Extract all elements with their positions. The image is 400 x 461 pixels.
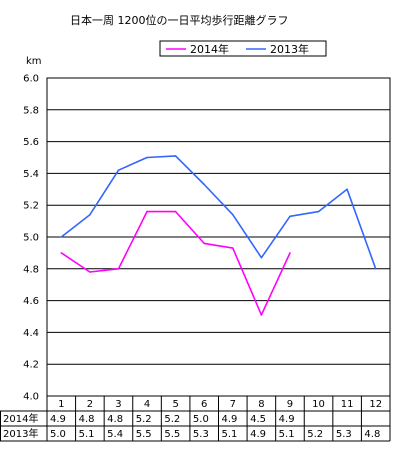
x-tick-label: 7 [230, 399, 236, 410]
y-axis-ticks: 4.0 4.2 4.4 4.6 4.8 5.0 5.2 5.4 5.6 5.8 6.0 [23, 74, 39, 403]
legend: 2014年 2013年 [159, 40, 327, 57]
y-tick-label: 5.2 [23, 201, 39, 212]
data-point [289, 252, 291, 254]
y-tick-label: 4.8 [23, 264, 39, 275]
series-lines [60, 155, 377, 316]
y-tick-label: 4.6 [23, 296, 39, 307]
data-point [89, 213, 91, 216]
table-cell: 5.0 [50, 429, 66, 440]
y-tick-label: 4.0 [23, 392, 39, 403]
table-cell: 4.9 [222, 414, 238, 425]
y-tick-label: 5.4 [23, 169, 39, 180]
series-line-1 [60, 210, 291, 316]
data-point [146, 156, 148, 159]
data-point [374, 268, 377, 270]
y-tick-label: 4.4 [23, 328, 39, 339]
x-tick-label: 9 [287, 399, 293, 410]
table-cell: 5.5 [164, 429, 180, 440]
x-tick-label: 12 [369, 399, 382, 410]
data-point [174, 210, 177, 213]
table-cell: 4.9 [279, 414, 295, 425]
data-point [117, 268, 120, 270]
x-tick-label: 10 [312, 399, 325, 410]
data-point [174, 155, 177, 157]
table-cell: 4.8 [364, 429, 380, 440]
legend-label: 2013年 [270, 42, 309, 56]
table-cell: 5.5 [136, 429, 152, 440]
table-cell: 5.3 [193, 429, 209, 440]
data-point [346, 188, 348, 191]
legend-box [159, 40, 327, 57]
x-tick-label: 11 [341, 399, 354, 410]
y-axis-unit-label: km [26, 56, 42, 67]
series-line-2 [60, 155, 377, 270]
table-cell: 4.8 [107, 414, 123, 425]
data-point [260, 256, 263, 259]
table-cell: 5.2 [164, 414, 180, 425]
data-point [203, 242, 206, 245]
table-cell: 5.4 [107, 429, 123, 440]
chart-title: 日本一周 1200位の一日平均歩行距離グラフ [70, 13, 289, 27]
x-tick-label: 6 [201, 399, 207, 410]
data-point [203, 183, 206, 186]
y-tick-label: 5.0 [23, 233, 39, 244]
table-cell: 5.1 [279, 429, 295, 440]
x-tick-label: 1 [58, 399, 64, 410]
data-point [60, 252, 63, 254]
data-point [317, 210, 320, 213]
y-tick-label: 6.0 [23, 74, 39, 85]
data-point [117, 169, 120, 172]
table-cell: 5.3 [336, 429, 352, 440]
x-tick-label: 4 [144, 399, 150, 410]
data-point [146, 210, 148, 213]
x-tick-label: 2 [87, 399, 93, 410]
y-tick-label: 4.2 [23, 360, 39, 371]
data-point [231, 213, 234, 216]
data-point [289, 215, 291, 218]
table-cell: 4.8 [79, 414, 95, 425]
table-cell: 4.9 [50, 414, 66, 425]
table-cell: 5.0 [193, 414, 209, 425]
table-row-label: 2013年 [3, 427, 38, 440]
table-cell: 4.9 [250, 429, 266, 440]
y-tick-label: 5.8 [23, 105, 39, 116]
data-point [231, 247, 234, 249]
x-tick-label: 3 [115, 399, 121, 410]
data-point [89, 271, 91, 273]
x-tick-label: 8 [258, 399, 264, 410]
table-cell: 5.2 [307, 429, 323, 440]
data-point [260, 314, 263, 316]
x-tick-label: 5 [172, 399, 178, 410]
grid [46, 77, 391, 397]
data-point [60, 236, 63, 238]
table-cell: 5.2 [136, 414, 152, 425]
y-tick-label: 5.6 [23, 137, 39, 148]
table-cell: 5.1 [222, 429, 238, 440]
table-cell: 4.5 [250, 414, 266, 425]
table-row-label: 2014年 [3, 412, 38, 425]
table-cell: 5.1 [79, 429, 95, 440]
legend-label: 2014年 [190, 42, 229, 56]
